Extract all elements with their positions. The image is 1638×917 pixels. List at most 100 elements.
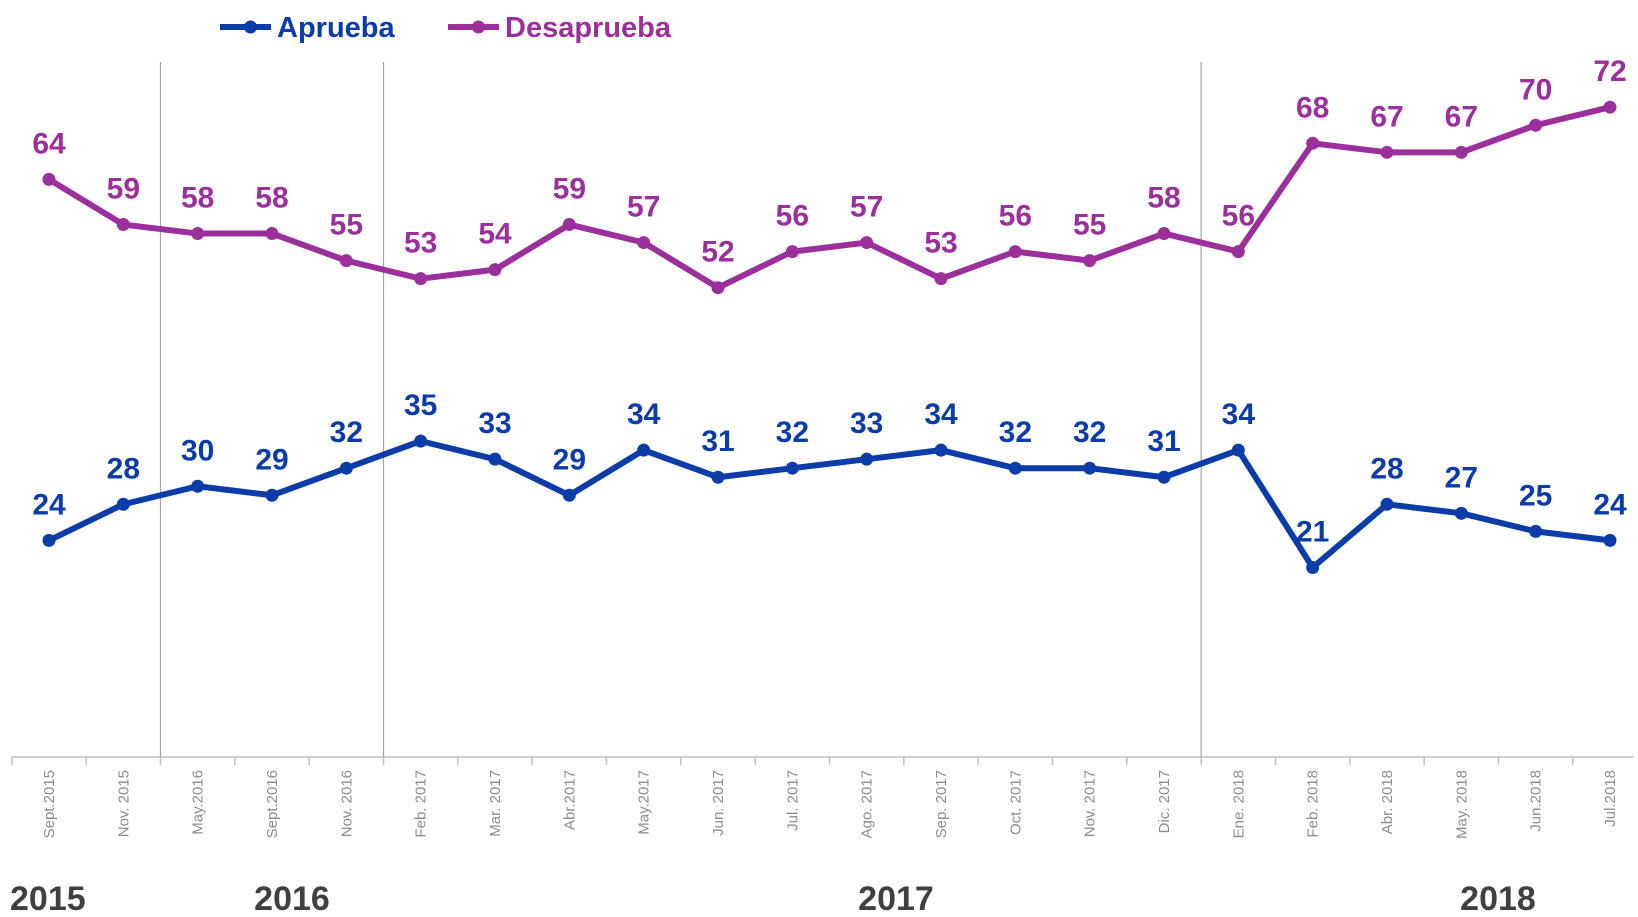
data-point <box>1380 497 1394 511</box>
data-label: 58 <box>255 182 288 215</box>
data-point <box>1529 524 1543 538</box>
x-tick-label: Abr. 2018 <box>1379 770 1396 834</box>
data-point <box>1454 506 1468 520</box>
data-label: 56 <box>1222 200 1255 233</box>
data-point <box>1454 145 1468 159</box>
data-point <box>42 172 56 186</box>
data-label: 33 <box>478 407 511 440</box>
data-label: 58 <box>1147 182 1180 215</box>
x-tick-label: Jul.2018 <box>1602 770 1619 827</box>
data-point <box>265 488 279 502</box>
data-point <box>116 218 130 232</box>
data-label: 67 <box>1445 100 1478 133</box>
data-label: 57 <box>850 191 883 224</box>
data-label: 56 <box>999 200 1032 233</box>
data-point <box>711 470 725 484</box>
data-label: 32 <box>776 416 809 449</box>
data-label: 21 <box>1296 515 1329 548</box>
legend-marker <box>472 20 485 34</box>
series-line <box>47 438 1611 571</box>
x-tick-label: Dic. 2017 <box>1156 770 1173 833</box>
data-point <box>488 452 502 466</box>
x-tick-label: Feb. 2018 <box>1305 770 1322 838</box>
x-tick-label: Ene. 2018 <box>1230 770 1247 838</box>
data-label: 52 <box>701 236 734 269</box>
data-point <box>1008 245 1022 259</box>
data-point <box>1603 533 1617 547</box>
data-label: 57 <box>627 191 660 224</box>
data-point <box>265 227 279 241</box>
data-point <box>1380 145 1394 159</box>
data-point <box>116 497 130 511</box>
data-label: 31 <box>701 425 734 458</box>
data-label: 55 <box>330 209 363 242</box>
x-tick-label: Nov. 2017 <box>1082 770 1099 837</box>
x-tick-label: Jul. 2017 <box>784 770 801 831</box>
data-point <box>860 236 874 250</box>
data-point <box>785 461 799 475</box>
x-tick-label: Nov. 2016 <box>338 770 355 837</box>
data-point <box>414 272 428 286</box>
data-label: 56 <box>776 200 809 233</box>
data-label: 70 <box>1519 73 1552 106</box>
x-tick-label: Ago. 2017 <box>859 770 876 838</box>
x-tick-label: Jun.2018 <box>1528 770 1545 832</box>
data-label: 55 <box>1073 209 1106 242</box>
data-point <box>934 443 948 457</box>
data-label: 32 <box>1073 416 1106 449</box>
data-point <box>1306 136 1320 150</box>
data-point <box>1157 470 1171 484</box>
data-point <box>1603 100 1617 114</box>
data-point <box>191 227 205 241</box>
data-point <box>1157 227 1171 241</box>
data-point <box>711 281 725 295</box>
legend-marker <box>244 20 257 34</box>
x-tick-label: Sep. 2017 <box>933 770 950 838</box>
data-point <box>562 218 576 232</box>
data-point <box>488 263 502 277</box>
data-label: 54 <box>478 218 512 251</box>
data-label: 34 <box>924 398 958 431</box>
data-label: 64 <box>32 127 66 160</box>
data-label: 25 <box>1519 479 1552 512</box>
data-point <box>1529 118 1543 132</box>
data-point <box>934 272 948 286</box>
x-tick-label: Abr.2017 <box>561 770 578 830</box>
data-point <box>1083 461 1097 475</box>
data-point <box>860 452 874 466</box>
year-label: 2016 <box>254 880 330 917</box>
data-label: 24 <box>32 488 66 521</box>
legend-label: Desaprueba <box>505 12 672 44</box>
data-label: 32 <box>330 416 363 449</box>
year-label: 2018 <box>1460 880 1536 917</box>
x-tick-label: May.2017 <box>636 770 653 835</box>
data-point <box>637 443 651 457</box>
year-label: 2015 <box>10 880 86 917</box>
data-point <box>1231 443 1245 457</box>
data-point <box>562 488 576 502</box>
data-point <box>1306 560 1320 574</box>
data-label: 53 <box>924 227 957 260</box>
data-label: 24 <box>1593 488 1627 521</box>
data-point <box>1008 461 1022 475</box>
data-point <box>42 533 56 547</box>
x-tick-label: Oct. 2017 <box>1007 770 1024 835</box>
data-point <box>191 479 205 493</box>
x-tick-label: May. 2018 <box>1453 770 1470 839</box>
year-label: 2017 <box>858 880 934 917</box>
data-label: 28 <box>107 452 140 485</box>
data-point <box>637 236 651 250</box>
data-point <box>1083 254 1097 268</box>
data-label: 29 <box>255 443 288 476</box>
data-point <box>339 254 353 268</box>
data-label: 34 <box>627 398 661 431</box>
data-label: 34 <box>1222 398 1256 431</box>
x-tick-label: Sept.2015 <box>41 770 58 838</box>
data-label: 59 <box>107 173 140 206</box>
data-label: 31 <box>1147 425 1180 458</box>
data-label: 28 <box>1370 452 1403 485</box>
data-label: 59 <box>553 173 586 206</box>
data-label: 30 <box>181 434 214 467</box>
data-label: 32 <box>999 416 1032 449</box>
x-tick-label: Nov. 2015 <box>115 770 132 837</box>
